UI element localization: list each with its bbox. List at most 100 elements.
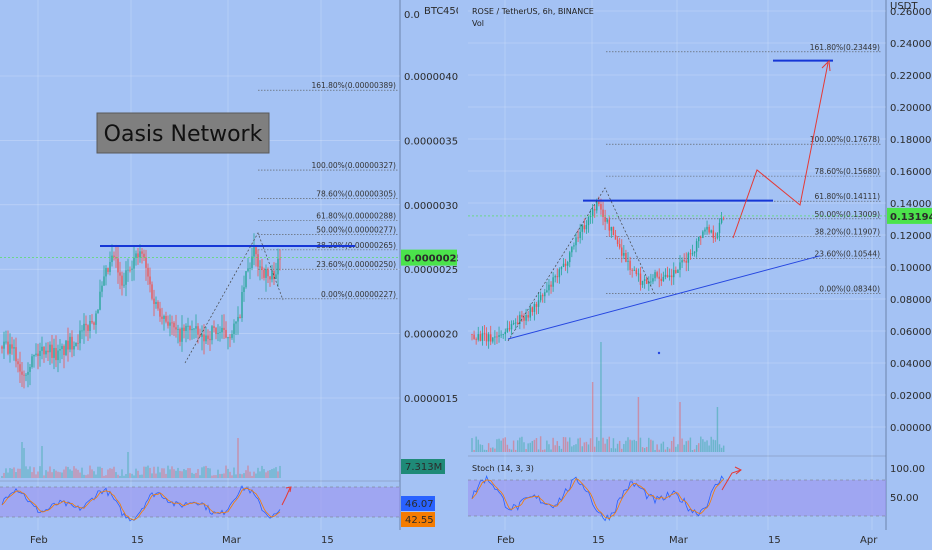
right-volume-bar (554, 445, 556, 452)
right-candle-body (512, 322, 515, 325)
left-volume-bar (73, 466, 75, 478)
right-support-trendline (507, 255, 821, 340)
left-candle-body (101, 285, 103, 292)
right-time-label: Feb (497, 535, 515, 546)
left-candle-body (201, 334, 203, 337)
right-volume-bar (604, 443, 606, 452)
left-volume-bar (105, 475, 107, 478)
right-candle-body (718, 222, 721, 234)
right-volume-bar (639, 437, 642, 452)
left-volume-bar (231, 475, 233, 478)
left-candle-body (25, 374, 27, 376)
right-candle-body (535, 304, 538, 307)
right-volume-bar (525, 449, 527, 452)
right-time-axis: Feb 15 Mar 15 Apr (497, 535, 878, 546)
left-volume-bar (85, 475, 87, 478)
left-candle-body (191, 329, 193, 331)
left-price-tick: 0.00000250 (404, 265, 464, 276)
right-price-pane[interactable] (468, 0, 886, 455)
right-candle-body (637, 273, 640, 275)
left-candle-body (91, 321, 93, 323)
left-candle-body (27, 371, 29, 375)
right-volume-bar (521, 436, 523, 452)
left-volume-bar (239, 473, 241, 478)
right-price-tick: 0.06000 (890, 327, 931, 338)
left-volume-bar (77, 469, 79, 478)
right-volume-bar (533, 439, 536, 452)
left-candle-body (105, 268, 107, 277)
right-price-tag-text: 0.13194 (890, 212, 932, 223)
right-candle-body (700, 236, 702, 238)
right-candle-body (606, 219, 608, 222)
left-candle-body (139, 251, 141, 258)
left-volume-bar (199, 475, 201, 478)
right-candle-body (600, 204, 602, 210)
left-volume-bar (177, 467, 179, 478)
right-candle-body (648, 281, 650, 284)
left-candle-body (239, 316, 241, 318)
right-volume-bar (621, 448, 623, 452)
left-volume-bar (279, 465, 281, 478)
left-candle-body (79, 330, 81, 344)
right-volume-bar (529, 442, 531, 452)
left-volume-bar (145, 466, 147, 478)
left-volume-bar (43, 475, 45, 478)
left-candle-body (217, 332, 219, 335)
left-candle-body (81, 330, 83, 332)
right-candle-body (554, 276, 556, 278)
right-volume-bar (689, 437, 692, 452)
left-volume-bar (235, 474, 237, 478)
left-candle-body (17, 361, 19, 365)
left-volume-bar (129, 473, 131, 478)
left-candle-body (125, 270, 127, 285)
right-candle-body (621, 247, 623, 256)
left-candle-body (45, 350, 47, 355)
left-price-pane[interactable] (0, 0, 400, 480)
left-candle-body (255, 247, 257, 255)
left-fib-label: 61.80%(0.00000288) (316, 211, 396, 220)
right-candle-body (598, 200, 600, 205)
left-candle-body (35, 353, 37, 355)
left-candle-body (89, 321, 91, 331)
left-volume-bar (1, 475, 3, 478)
right-candle-body (714, 237, 717, 239)
left-time-axis: Feb 15 Mar 15 (30, 535, 334, 546)
left-volume-bar (223, 473, 225, 478)
left-volume-bar (81, 467, 83, 478)
left-volume-bar (101, 468, 103, 478)
left-volume-bar (149, 467, 151, 478)
right-volume-bar (714, 440, 717, 452)
left-stoch-tag-k-box (401, 496, 435, 511)
right-candle-body (546, 290, 548, 293)
left-time-label: 15 (321, 535, 334, 546)
left-volume-bar (135, 468, 137, 478)
left-volume-bar (57, 471, 59, 478)
left-candle-body (173, 322, 175, 328)
right-candle-body (533, 304, 536, 312)
right-marker-dot (657, 351, 661, 355)
right-candle-body (668, 275, 671, 277)
right-candle-body (614, 235, 617, 240)
right-volume-bar (489, 447, 492, 452)
left-volume-bar (185, 470, 187, 478)
left-volume-bar (183, 469, 185, 478)
left-candle-body (141, 251, 143, 254)
left-candle-body (151, 284, 153, 299)
left-volume-bar (5, 468, 7, 478)
left-candle-body (137, 253, 139, 258)
left-stoch-arrow (281, 487, 291, 506)
left-volume-bar (121, 469, 123, 478)
right-price-tick: 0.22000 (890, 71, 931, 82)
left-time-label: 15 (131, 535, 144, 546)
left-top-partial-tick: 450 (443, 6, 462, 17)
right-volume-bar (527, 443, 529, 452)
right-volume-bar (569, 437, 571, 452)
left-volume-bar (267, 470, 269, 478)
right-candle-body (662, 276, 665, 282)
right-volume-bar (512, 440, 515, 452)
right-candle-body (687, 253, 690, 263)
left-candle-body (111, 255, 113, 263)
right-volume-bar (539, 436, 542, 452)
right-volume-bar (606, 439, 608, 452)
left-volume-bar (257, 467, 259, 478)
